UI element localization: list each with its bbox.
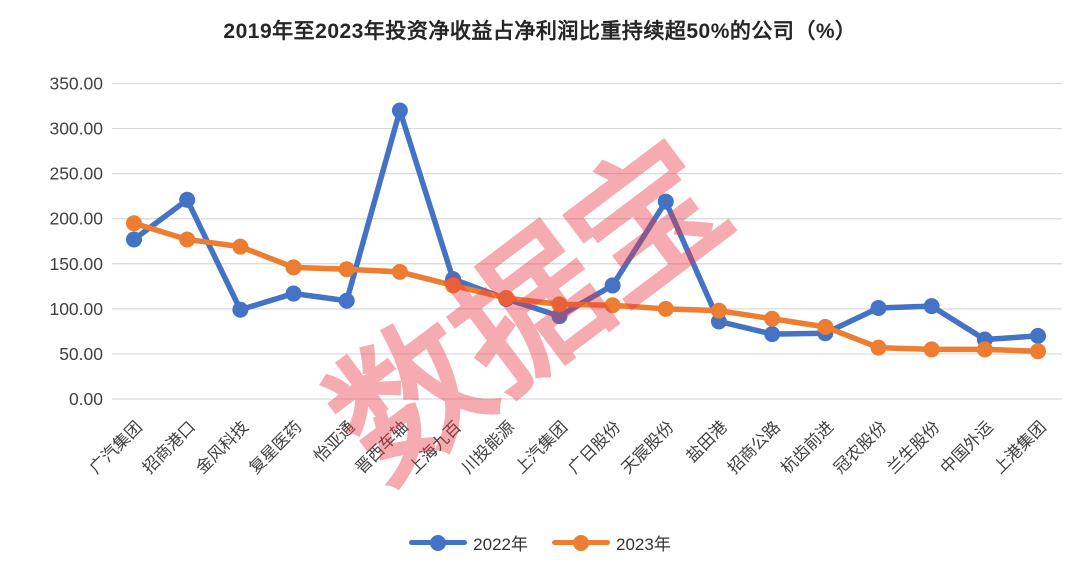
x-axis-category-label: 川投能源 [458,417,518,477]
data-point-series-1 [498,290,515,307]
x-axis-category-label: 怡亚通 [310,417,358,465]
x-axis-category-label: 广日股份 [564,417,624,477]
x-axis-category-label: 招商公路 [724,417,784,477]
data-point-series-0 [551,308,568,325]
x-axis-category-label: 金风科技 [192,417,252,477]
data-point-series-1 [338,261,355,278]
series-line-1 [131,220,1041,354]
data-point-series-0 [179,191,196,208]
legend-line-marker-2022 [409,534,468,551]
series-line-0 [131,107,1041,343]
y-axis-tick-label: 0.00 [69,389,103,409]
data-point-series-1 [445,277,462,294]
y-axis-tick-label: 150.00 [49,254,103,274]
data-point-series-1 [657,300,674,317]
x-axis-category-label: 上海九百 [405,417,465,477]
x-axis-category-label: 上汽集团 [511,417,571,477]
legend-line-marker-2023 [552,534,610,551]
x-axis-category-label: 上港集团 [990,417,1050,477]
legend-label-2023: 2023年 [616,535,671,554]
y-axis-tick-label: 50.00 [59,344,103,364]
data-point-series-0 [391,102,408,119]
y-axis-tick-label: 250.00 [49,164,103,184]
data-point-series-0 [764,326,781,343]
data-point-series-0 [1030,327,1046,344]
data-point-series-0 [604,277,621,294]
data-point-series-1 [126,215,142,232]
data-point-series-1 [764,310,781,327]
x-axis-category-label: 复星医药 [245,417,305,477]
data-point-series-1 [976,341,993,358]
data-point-series-1 [551,296,568,313]
data-point-series-0 [285,285,302,302]
y-axis-tick-label: 200.00 [49,209,103,229]
x-axis-category-label: 晋西车轴 [352,417,412,477]
data-point-series-0 [232,301,249,318]
y-axis-tick-label: 100.00 [49,299,103,319]
data-point-series-1 [817,318,834,335]
data-point-series-0 [126,231,142,248]
x-axis-category-label: 兰生股份 [883,417,943,477]
data-point-series-1 [710,302,727,319]
x-axis-category-label: 盐田港 [682,417,731,466]
data-point-series-1 [923,341,940,358]
legend-label-2022: 2022年 [473,535,528,554]
data-point-series-0 [657,193,674,210]
data-point-series-1 [391,263,408,280]
data-point-series-1 [870,339,887,356]
data-point-series-1 [285,259,302,276]
y-axis-tick-label: 300.00 [49,119,103,139]
data-point-series-1 [604,297,621,314]
legend-item-2022[interactable]: 2022年 [409,530,528,555]
data-point-series-1 [179,231,196,248]
x-axis-category-label: 招商港口 [139,417,199,477]
legend-item-2023[interactable]: 2023年 [552,530,671,555]
chart-title: 2019年至2023年投资净收益占净利润比重持续超50%的公司（%） [223,20,857,43]
data-point-series-0 [870,299,887,316]
y-axis-tick-label: 350.00 [49,74,103,94]
data-point-series-0 [923,298,940,315]
x-axis-category-label: 冠农股份 [830,417,890,477]
data-point-series-1 [1030,343,1046,360]
x-axis-category-label: 杭齿前进 [777,417,837,477]
data-point-series-1 [232,238,249,255]
x-axis-category-label: 天宸股份 [617,417,677,477]
legend: 2022年 2023年 [0,530,1080,555]
x-axis-category-label: 广汽集团 [86,417,146,477]
x-axis-category-label: 中国外运 [937,417,997,477]
data-point-series-0 [338,292,355,309]
